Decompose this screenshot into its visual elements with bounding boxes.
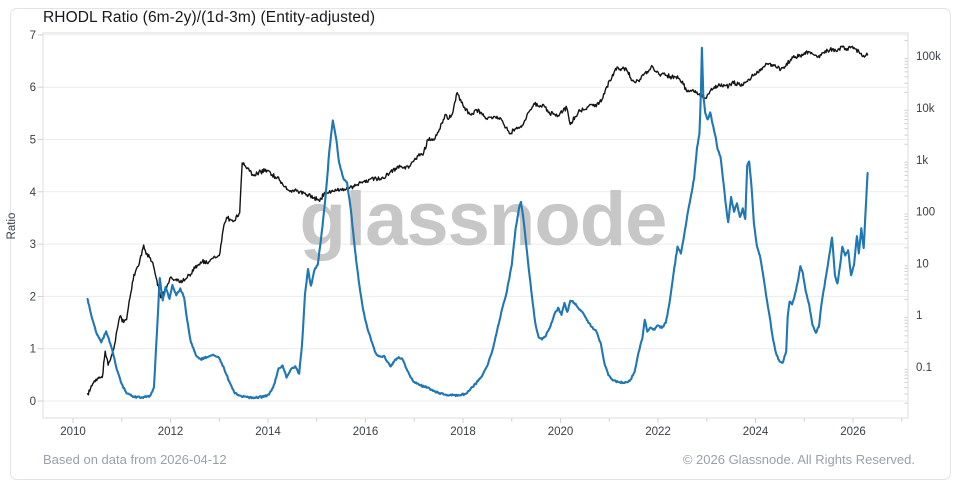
x-axis-tick-label: 2022 [645, 426, 671, 438]
gridlines [43, 34, 908, 402]
x-axis-tick-label: 2012 [158, 426, 184, 438]
right-axis-tick-label: 1 [916, 310, 922, 322]
left-axis-tick-label: 0 [30, 396, 36, 408]
right-axis-tick-label: 1k [916, 155, 928, 167]
right-axis-tick-label: 100k [916, 51, 941, 63]
x-axis-tick-label: 2014 [255, 426, 281, 438]
rhodl-ratio-line [86, 46, 869, 400]
left-axis-tick-label: 4 [30, 187, 37, 199]
left-axis-title: Ratio [6, 213, 18, 240]
right-axis-tick-label: 10k [916, 103, 935, 115]
axes: 0 1 2 3 4 5 6 7 Ratio 100k 10k 1k 100 10 1 0.1 2010 2012 2… [6, 30, 941, 438]
data-date-note: Based on data from 2026-04-12 [43, 452, 227, 467]
x-axis-tick-label: 2016 [353, 426, 379, 438]
right-axis-tick-label: 0.1 [916, 362, 932, 374]
left-axis-tick-label: 5 [30, 135, 36, 147]
left-axis-tick-label: 7 [30, 30, 36, 42]
left-axis-tick-label: 2 [30, 291, 36, 303]
left-axis-tick-label: 1 [30, 344, 36, 356]
price-line [86, 45, 869, 396]
x-axis-tick-label: 2010 [60, 426, 86, 438]
plot-area[interactable] [43, 33, 908, 418]
glassnode-watermark: glassnode [300, 177, 667, 262]
x-axis-tick-label: 2024 [743, 426, 769, 438]
x-axis-tick-label: 2026 [840, 426, 866, 438]
plot-border [42, 32, 909, 419]
right-axis-tick-label: 10 [916, 258, 929, 270]
x-axis-tick-label: 2020 [548, 426, 574, 438]
x-axis-tick-label: 2018 [450, 426, 476, 438]
page-title: RHODL Ratio (6m-2y)/(1d-3m) (Entity-adju… [43, 9, 376, 26]
left-axis-tick-label: 6 [30, 82, 36, 94]
series-lines [86, 45, 869, 400]
copyright-note: © 2026 Glassnode. All Rights Reserved. [682, 452, 915, 467]
right-axis-tick-label: 100 [916, 207, 935, 219]
left-axis-tick-label: 3 [30, 239, 36, 251]
